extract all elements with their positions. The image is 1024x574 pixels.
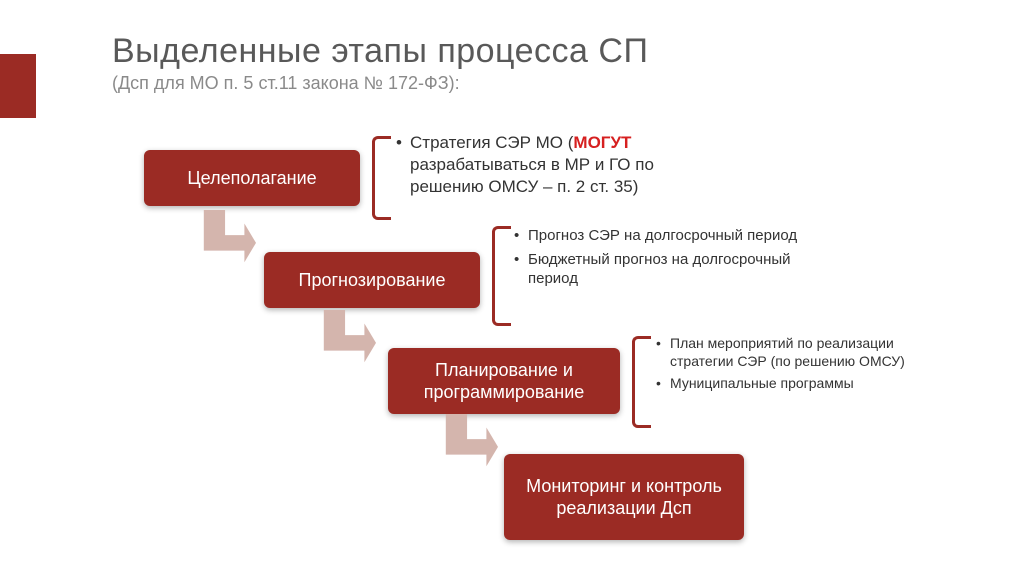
desc-bullet: Прогноз СЭР на долгосрочный период	[528, 226, 824, 246]
desc-bullet: План мероприятий по реализации стратегии…	[670, 334, 906, 370]
bracket-icon	[492, 226, 508, 326]
stage-monitoring: Мониторинг и контроль реализации Дсп	[504, 454, 744, 540]
arrow-down-right-icon	[318, 310, 376, 368]
stage-planning: Планирование и программирование	[388, 348, 620, 414]
desc-text: Стратегия СЭР МО (	[410, 133, 573, 152]
desc-forecasting: Прогноз СЭР на долгосрочный период Бюдже…	[514, 226, 824, 293]
desc-text: разрабатываться в МР и ГО по решению ОМС…	[410, 155, 654, 196]
title-block: Выделенные этапы процесса СП (Дсп для МО…	[112, 32, 648, 94]
bracket-icon	[632, 336, 648, 428]
desc-emphasis: МОГУТ	[573, 133, 631, 152]
desc-goal-setting: Стратегия СЭР МО (МОГУТ разрабатываться …	[396, 132, 716, 202]
page-title: Выделенные этапы процесса СП	[112, 32, 648, 71]
arrow-down-right-icon	[198, 210, 256, 268]
stage-goal-setting: Целеполагание	[144, 150, 360, 206]
desc-planning: План мероприятий по реализации стратегии…	[656, 334, 906, 397]
arrow-down-right-icon	[440, 414, 498, 472]
desc-bullet: Бюджетный прогноз на долгосрочный период	[528, 250, 824, 289]
page-subtitle: (Дсп для МО п. 5 ст.11 закона № 172-ФЗ):	[112, 73, 648, 94]
accent-bar	[0, 54, 36, 118]
bracket-icon	[372, 136, 388, 220]
desc-bullet: Муниципальные программы	[670, 374, 906, 392]
stage-forecasting: Прогнозирование	[264, 252, 480, 308]
